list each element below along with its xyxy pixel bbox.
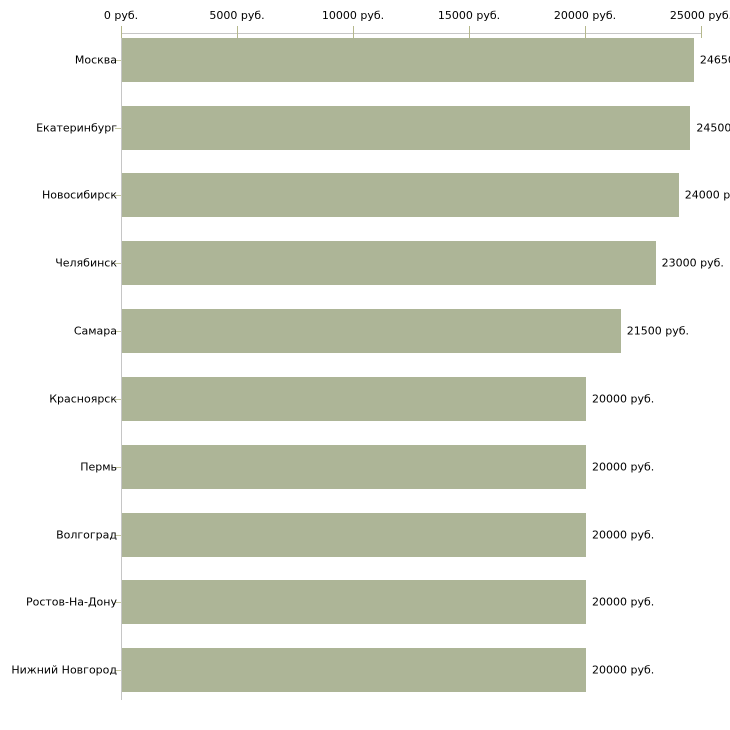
category-tick-mark bbox=[115, 534, 121, 536]
value-label: 24650 руб. bbox=[699, 53, 730, 67]
x-axis-tick-mark bbox=[585, 26, 586, 38]
category-tick-mark bbox=[115, 670, 121, 672]
category-label: Новосибирск bbox=[41, 188, 117, 202]
category-tick-mark bbox=[115, 398, 121, 400]
x-axis-tick-label: 10000 руб. bbox=[321, 9, 385, 22]
value-label: 23000 руб. bbox=[661, 256, 724, 270]
category-tick-mark bbox=[115, 195, 121, 197]
bar bbox=[122, 309, 621, 354]
bar bbox=[122, 37, 694, 82]
category-tick-mark bbox=[115, 127, 121, 129]
x-axis-tick-label: 5000 руб. bbox=[209, 9, 265, 22]
value-label: 20000 руб. bbox=[592, 392, 655, 406]
x-axis-tick-label: 15000 руб. bbox=[437, 9, 501, 22]
bar bbox=[122, 241, 656, 286]
category-tick-mark bbox=[115, 59, 121, 61]
value-label: 24500 руб. bbox=[696, 121, 730, 135]
x-axis-tick-mark bbox=[469, 26, 470, 38]
value-label: 20000 руб. bbox=[592, 595, 655, 609]
category-label: Нижний Новгород bbox=[11, 663, 117, 677]
value-label: 20000 руб. bbox=[592, 460, 655, 474]
x-axis-tick-mark bbox=[121, 26, 122, 38]
category-tick-mark bbox=[115, 331, 121, 333]
bar bbox=[122, 173, 679, 218]
x-axis-tick-label: 25000 руб. bbox=[669, 9, 730, 22]
category-tick-mark bbox=[115, 466, 121, 468]
bar bbox=[122, 376, 586, 421]
value-label: 24000 руб. bbox=[684, 188, 730, 202]
value-label: 21500 руб. bbox=[626, 324, 690, 338]
category-label: Красноярск bbox=[49, 392, 117, 406]
category-label: Пермь bbox=[80, 460, 117, 474]
x-axis-tick-mark bbox=[353, 26, 354, 38]
category-label: Ростов-На-Дону bbox=[25, 595, 117, 609]
category-label: Екатеринбург bbox=[36, 121, 117, 135]
bar bbox=[122, 512, 586, 557]
value-label: 20000 руб. bbox=[592, 663, 655, 677]
bar bbox=[122, 444, 586, 489]
bar bbox=[122, 648, 586, 693]
x-axis-tick-mark bbox=[701, 26, 702, 38]
category-label: Челябинск bbox=[55, 256, 117, 270]
x-axis-tick-label: 0 руб. bbox=[103, 9, 139, 22]
value-label: 20000 руб. bbox=[592, 528, 655, 541]
x-axis-tick-label: 20000 руб. bbox=[553, 9, 617, 22]
category-tick-mark bbox=[115, 263, 121, 265]
category-label: Москва bbox=[74, 53, 117, 67]
x-axis-tick-mark bbox=[237, 26, 238, 38]
category-label: Самара bbox=[73, 324, 117, 338]
x-axis-line bbox=[121, 33, 702, 34]
category-tick-mark bbox=[115, 602, 121, 604]
y-axis-line bbox=[121, 33, 122, 700]
bar bbox=[122, 580, 586, 625]
bar bbox=[122, 105, 691, 150]
category-label: Волгоград bbox=[56, 528, 117, 541]
